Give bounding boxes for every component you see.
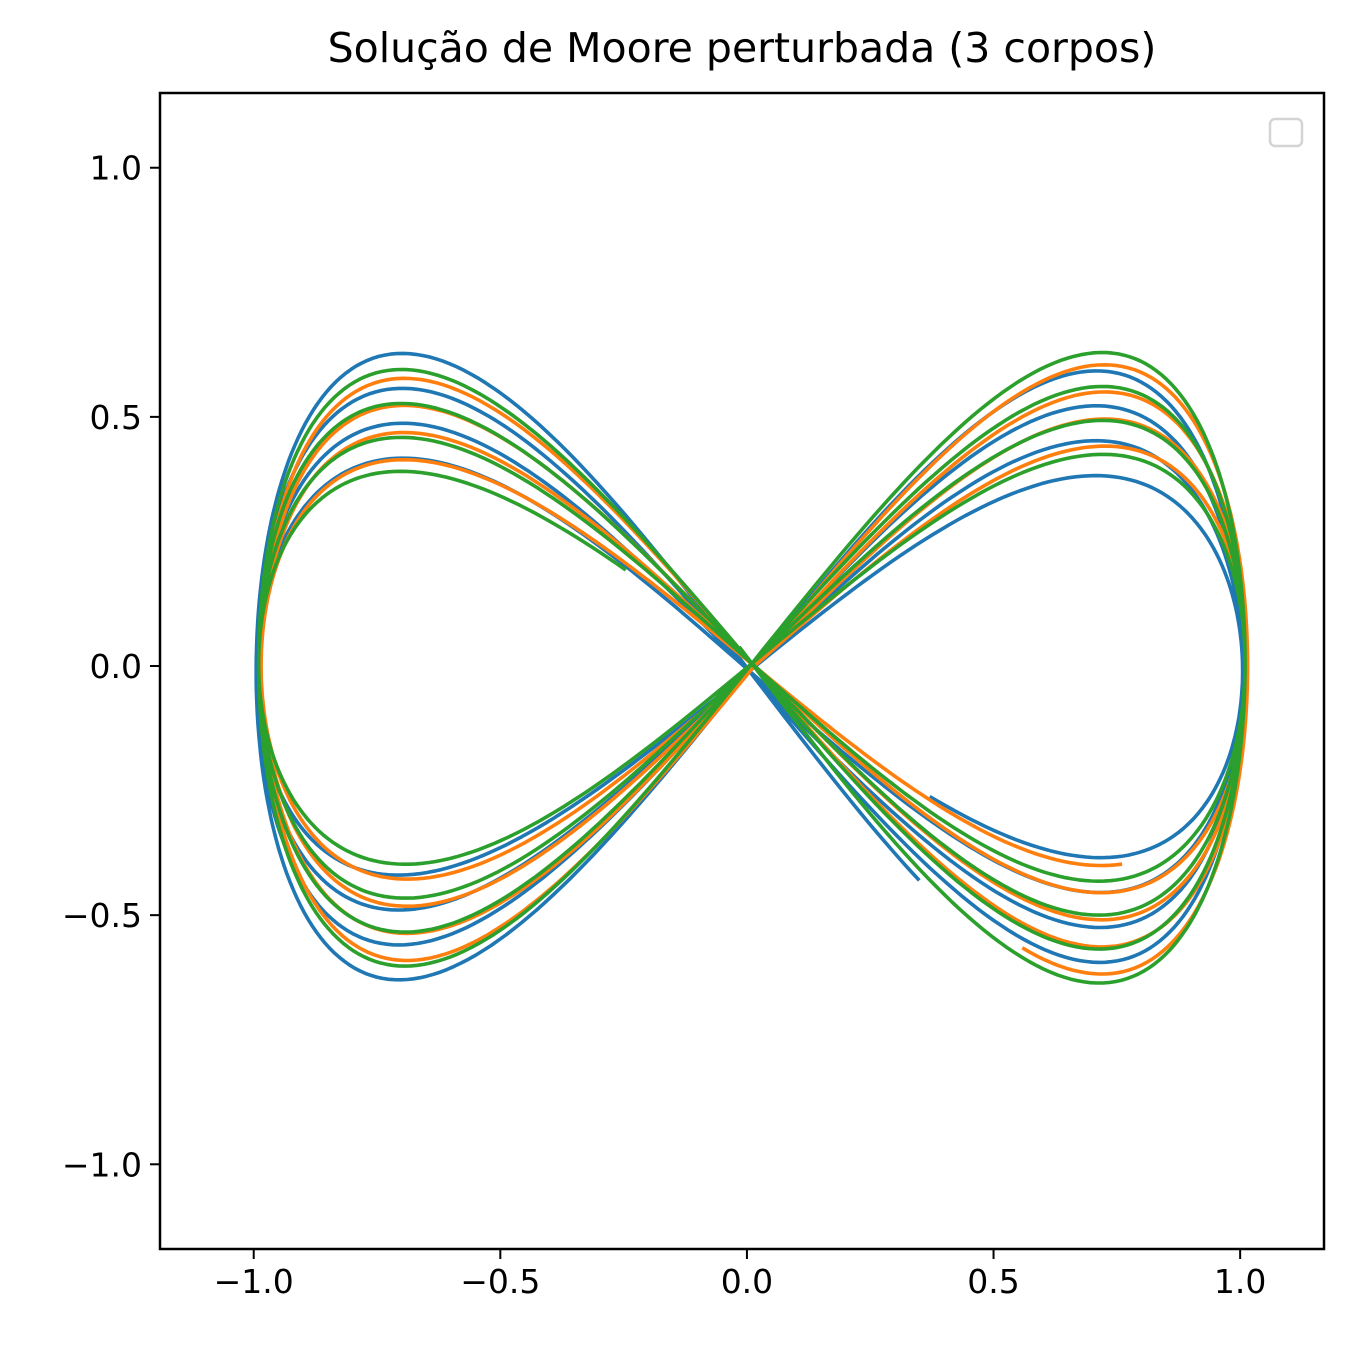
legend-box — [1268, 117, 1304, 148]
series-line-3 — [256, 350, 1247, 985]
x-tick-label: 1.0 — [1214, 1262, 1266, 1301]
x-axis: −1.0 −0.5 0.0 0.5 1.0 — [214, 1249, 1266, 1301]
x-tick-label: −1.0 — [214, 1262, 294, 1301]
x-tick-label: −0.5 — [460, 1262, 540, 1301]
y-tick-label: 0.0 — [90, 647, 142, 686]
y-axis: 1.0 0.5 0.0 −0.5 −1.0 — [62, 149, 160, 1184]
x-tick-label: 0.5 — [967, 1262, 1019, 1301]
y-tick-label: 0.5 — [90, 398, 142, 437]
y-tick-label: −0.5 — [62, 896, 142, 935]
plot-frame — [158, 91, 1326, 1251]
y-tick-label: 1.0 — [90, 149, 142, 188]
y-tick-label: −1.0 — [62, 1145, 142, 1184]
chart-title: Solução de Moore perturbada (3 corpos) — [327, 24, 1157, 72]
series-layer — [254, 350, 1250, 985]
x-tick-label: 0.0 — [721, 1262, 773, 1301]
